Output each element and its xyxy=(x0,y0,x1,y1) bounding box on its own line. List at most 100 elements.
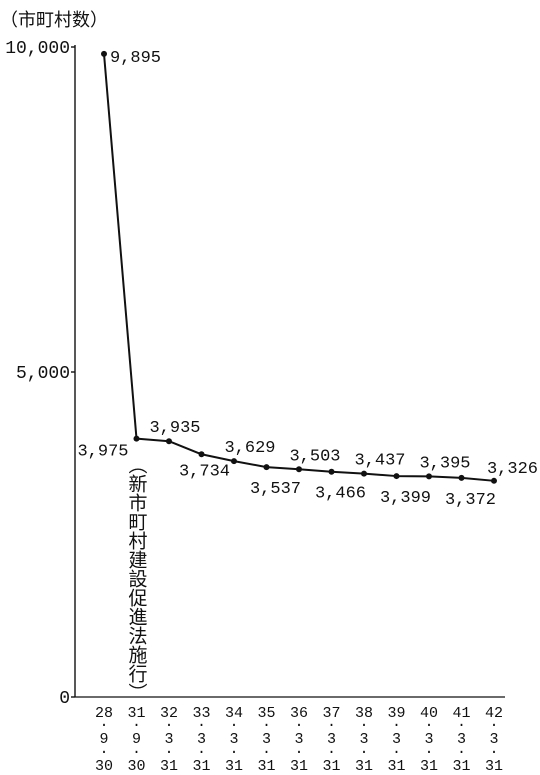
x-tick-label: 31 xyxy=(257,758,275,775)
x-tick-label: 30 xyxy=(127,758,145,775)
x-tick-label: 41 xyxy=(452,705,470,722)
x-tick-label: 3 xyxy=(197,731,206,748)
data-label: 3,372 xyxy=(445,491,496,510)
x-tick-separator: · xyxy=(132,717,141,734)
x-tick-label: 31 xyxy=(225,758,243,775)
x-tick-separator: · xyxy=(457,744,466,761)
data-point xyxy=(458,474,465,481)
x-tick-label: 31 xyxy=(192,758,210,775)
data-label: 9,895 xyxy=(110,49,161,68)
x-tick-separator: · xyxy=(294,744,303,761)
x-tick-separator: · xyxy=(99,717,108,734)
x-tick-separator: · xyxy=(132,744,141,761)
x-tick-group: 33·3·31 xyxy=(192,705,210,775)
x-tick-label: 28 xyxy=(95,705,113,722)
y-tick-label: 10,000 xyxy=(5,39,70,59)
x-tick-separator: · xyxy=(392,717,401,734)
x-tick-label: 31 xyxy=(160,758,178,775)
x-tick-label: 37 xyxy=(322,705,340,722)
data-label: 3,399 xyxy=(380,489,431,508)
y-tick-label: 5,000 xyxy=(16,364,70,384)
x-tick-label: 3 xyxy=(294,731,303,748)
x-tick-separator: · xyxy=(359,744,368,761)
x-tick-label: 34 xyxy=(225,705,243,722)
data-label: 3,466 xyxy=(315,485,366,504)
x-tick-separator: · xyxy=(197,744,206,761)
x-tick-separator: · xyxy=(164,717,173,734)
data-label: 3,734 xyxy=(179,462,230,481)
x-tick-label: 40 xyxy=(420,705,438,722)
data-labels: 9,895 3,975 3,935 3,734 3,629 3,537 3,503 3,466… xyxy=(77,49,538,510)
x-tick-label: 3 xyxy=(424,731,433,748)
data-point xyxy=(263,464,270,471)
x-tick-separator: · xyxy=(294,717,303,734)
data-point xyxy=(328,468,335,475)
data-point xyxy=(426,473,432,480)
x-tick-label: 31 xyxy=(452,758,470,775)
x-tick-label: 35 xyxy=(257,705,275,722)
x-tick-label: 31 xyxy=(127,705,145,722)
x-tick-group: 39·3·31 xyxy=(387,705,405,775)
data-point xyxy=(166,438,172,445)
x-tick-label: 38 xyxy=(355,705,373,722)
x-tick-label: 3 xyxy=(457,731,466,748)
annotation-law-enforcement: （新市町村建設促進法施行） xyxy=(125,455,148,702)
x-tick-label: 39 xyxy=(387,705,405,722)
x-tick-group: 38·3·31 xyxy=(355,705,373,775)
x-tick-separator: · xyxy=(262,744,271,761)
x-tick-labels: 28·9·3031·9·3032·3·3133·3·3134·3·3135·3·… xyxy=(95,705,503,775)
x-tick-label: 31 xyxy=(322,758,340,775)
x-tick-label: 31 xyxy=(387,758,405,775)
x-tick-label: 3 xyxy=(229,731,238,748)
data-point xyxy=(491,477,497,484)
x-tick-label: 42 xyxy=(485,705,503,722)
axes: 0 5,000 10,000 xyxy=(5,39,505,709)
x-tick-label: 3 xyxy=(359,731,368,748)
data-point xyxy=(101,50,107,57)
y-axis-title: （市町村数） xyxy=(0,10,108,31)
data-label: 3,395 xyxy=(419,454,470,473)
data-point xyxy=(296,466,302,473)
x-tick-separator: · xyxy=(229,744,238,761)
x-tick-label: 3 xyxy=(327,731,336,748)
x-tick-label: 9 xyxy=(99,731,108,748)
x-tick-label: 33 xyxy=(192,705,210,722)
data-label: 3,629 xyxy=(224,439,275,458)
x-tick-label: 31 xyxy=(420,758,438,775)
x-tick-group: 35·3·31 xyxy=(257,705,275,775)
x-tick-group: 37·3·31 xyxy=(322,705,340,775)
x-tick-separator: · xyxy=(424,717,433,734)
data-label: 3,975 xyxy=(77,443,128,462)
x-tick-separator: · xyxy=(262,717,271,734)
x-tick-separator: · xyxy=(457,717,466,734)
x-tick-separator: · xyxy=(392,744,401,761)
x-tick-group: 34·3·31 xyxy=(225,705,243,775)
x-tick-label: 30 xyxy=(95,758,113,775)
x-tick-group: 36·3·31 xyxy=(290,705,308,775)
x-tick-label: 3 xyxy=(392,731,401,748)
data-point xyxy=(393,473,400,480)
x-tick-group: 40·3·31 xyxy=(420,705,438,775)
x-tick-separator: · xyxy=(489,744,498,761)
x-tick-label: 9 xyxy=(132,731,141,748)
x-tick-separator: · xyxy=(489,717,498,734)
data-label: 3,537 xyxy=(250,480,301,499)
x-tick-separator: · xyxy=(327,744,336,761)
x-tick-label: 36 xyxy=(290,705,308,722)
x-tick-label: 31 xyxy=(485,758,503,775)
data-label: 3,503 xyxy=(289,447,340,466)
data-point xyxy=(198,451,205,458)
x-tick-separator: · xyxy=(99,744,108,761)
x-tick-separator: · xyxy=(359,717,368,734)
data-label: 3,326 xyxy=(487,460,538,479)
data-point xyxy=(361,470,367,477)
y-tick-label: 0 xyxy=(59,689,70,709)
x-tick-separator: · xyxy=(327,717,336,734)
x-tick-label: 3 xyxy=(262,731,271,748)
series-line xyxy=(103,53,495,482)
x-tick-group: 32·3·31 xyxy=(160,705,178,775)
data-point xyxy=(133,435,140,442)
x-tick-label: 3 xyxy=(489,731,498,748)
